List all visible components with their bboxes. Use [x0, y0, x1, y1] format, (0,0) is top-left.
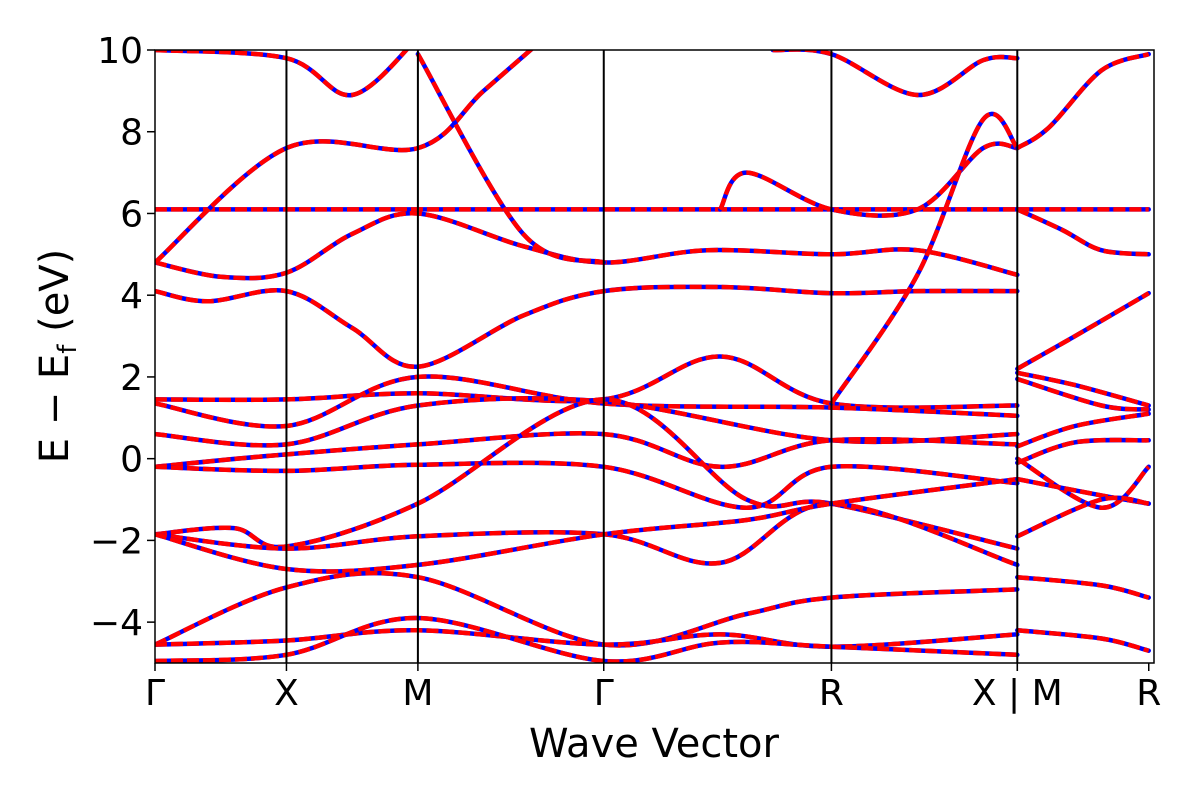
- band-line-red-15: [155, 50, 535, 265]
- x-axis-label: Wave Vector: [529, 721, 780, 767]
- y-tick-label-5: 0: [120, 440, 143, 481]
- plot-background: [155, 50, 1154, 663]
- x-tick-label-5: X | M: [972, 673, 1063, 714]
- x-tick-label-2: M: [402, 673, 433, 714]
- x-tick-label-1: X: [274, 673, 299, 714]
- high-symmetry-lines: [285, 50, 1019, 663]
- band-line-red-18: [718, 141, 1018, 218]
- y-axis-ticks: 10 8 6 4 2 0 −2 −4: [90, 31, 155, 644]
- y-axis-label-subscript: f: [53, 344, 83, 354]
- y-tick-label-0: 10: [97, 31, 143, 72]
- band-line-red-16: [415, 52, 605, 265]
- band-line-red-22: [1016, 207, 1149, 257]
- band-line-red-30: [1016, 495, 1150, 539]
- y-tick-label-1: 8: [120, 113, 143, 154]
- band-line-red-31: [1017, 574, 1150, 600]
- plot-frame: [154, 49, 1155, 664]
- y-tick-label-3: 4: [120, 276, 143, 317]
- x-axis-ticks: Γ X M Γ R X | M R: [145, 663, 1161, 714]
- band-line-red-17: [772, 50, 1018, 98]
- y-tick-label-7: −4: [90, 603, 143, 644]
- band-line-red-25: [1016, 376, 1149, 412]
- band-line-red-23: [1016, 291, 1150, 371]
- y-axis-label-prefix: E − E: [32, 354, 78, 464]
- y-tick-label-2: 6: [120, 194, 143, 235]
- band-line-red-19: [829, 111, 1020, 405]
- x-tick-label-0: Γ: [145, 673, 165, 714]
- band-line-red-24: [1016, 370, 1150, 408]
- band-line-red-1: [155, 211, 1018, 281]
- y-tick-label-4: 2: [120, 358, 143, 399]
- band-line-red-28: [1016, 456, 1151, 510]
- band-line-red-32: [1017, 628, 1150, 653]
- x-tick-label-4: R: [819, 673, 844, 714]
- y-tick-label-6: −2: [90, 521, 143, 562]
- y-axis-label-suffix: (eV): [32, 249, 78, 345]
- band-line-red-26: [1016, 411, 1150, 449]
- band-line-red-14: [155, 50, 410, 98]
- band-line-red-2: [155, 284, 1018, 369]
- x-tick-label-3: Γ: [594, 673, 614, 714]
- x-tick-label-7: R: [1136, 673, 1161, 714]
- band-line-red-27: [1016, 437, 1149, 465]
- band-line-blue-21: [1015, 51, 1151, 151]
- y-axis-label: E − Ef (eV): [32, 249, 83, 464]
